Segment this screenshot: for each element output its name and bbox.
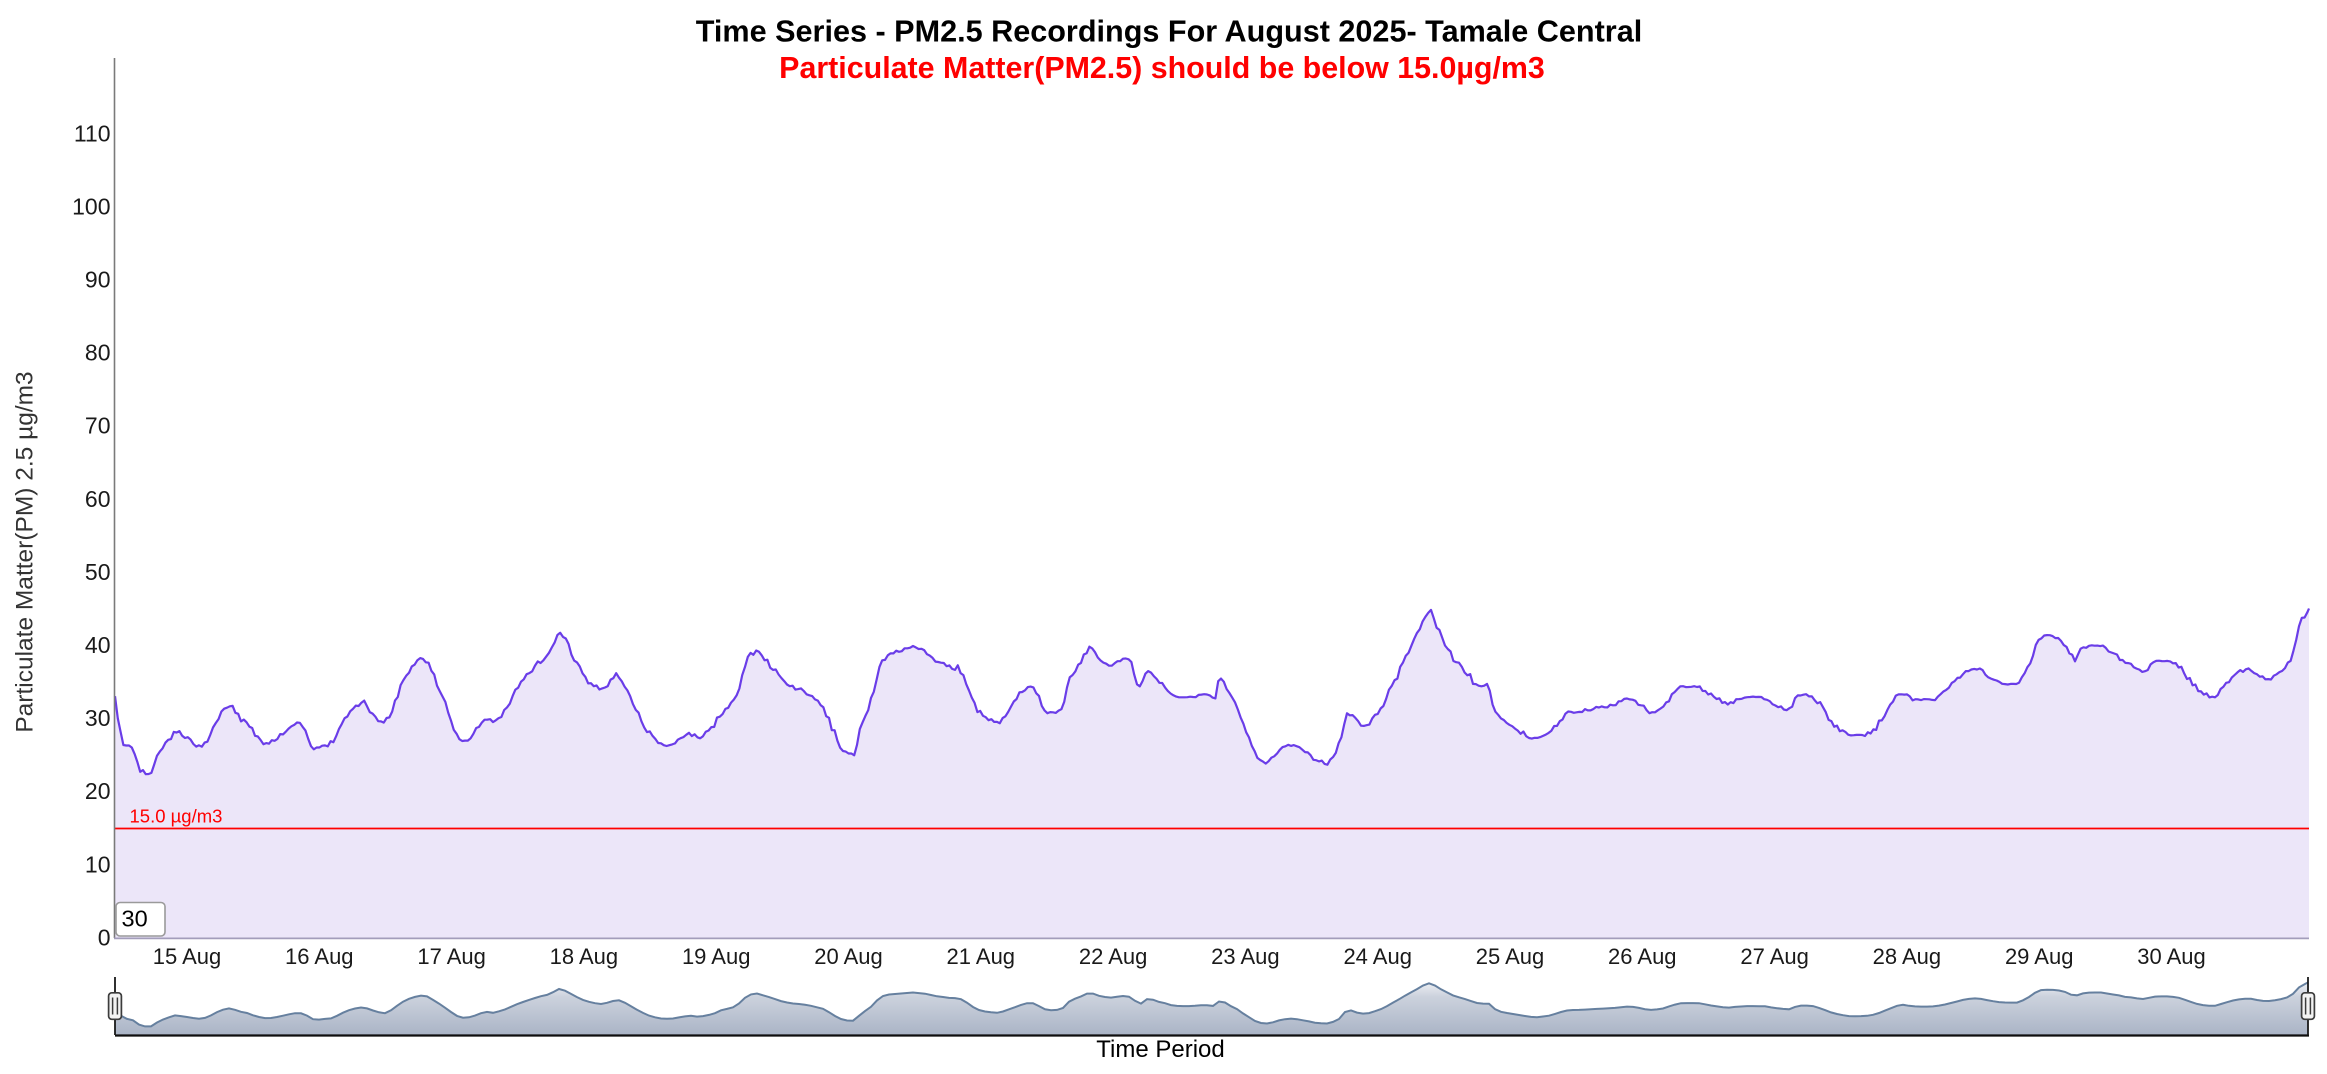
- svg-text:15 Aug: 15 Aug: [153, 944, 222, 969]
- svg-text:20: 20: [85, 778, 111, 804]
- svg-text:17 Aug: 17 Aug: [417, 944, 486, 969]
- svg-text:25 Aug: 25 Aug: [1476, 944, 1545, 969]
- svg-text:50: 50: [85, 559, 111, 585]
- svg-text:80: 80: [85, 340, 111, 366]
- svg-text:Time Period: Time Period: [1096, 1036, 1224, 1063]
- svg-text:27 Aug: 27 Aug: [1740, 944, 1809, 969]
- svg-text:90: 90: [85, 267, 111, 293]
- svg-text:15.0 µg/m3: 15.0 µg/m3: [130, 806, 223, 827]
- svg-text:70: 70: [85, 413, 111, 439]
- svg-text:60: 60: [85, 486, 111, 512]
- svg-text:21 Aug: 21 Aug: [947, 944, 1016, 969]
- svg-text:Time Series - PM2.5 Recordings: Time Series - PM2.5 Recordings For Augus…: [696, 15, 1642, 49]
- svg-text:30: 30: [85, 705, 111, 731]
- svg-text:Particulate Matter(PM2.5) shou: Particulate Matter(PM2.5) should be belo…: [779, 51, 1545, 85]
- svg-text:18 Aug: 18 Aug: [550, 944, 619, 969]
- svg-text:22 Aug: 22 Aug: [1079, 944, 1148, 969]
- svg-text:19 Aug: 19 Aug: [682, 944, 751, 969]
- svg-text:Particulate Matter(PM) 2.5 µg/: Particulate Matter(PM) 2.5 µg/m3: [11, 371, 38, 732]
- svg-text:24 Aug: 24 Aug: [1343, 944, 1412, 969]
- svg-text:29 Aug: 29 Aug: [2005, 944, 2074, 969]
- svg-text:110: 110: [74, 120, 111, 146]
- svg-text:10: 10: [85, 851, 111, 877]
- svg-text:28 Aug: 28 Aug: [1873, 944, 1942, 969]
- svg-text:30 Aug: 30 Aug: [2137, 944, 2206, 969]
- svg-text:100: 100: [72, 193, 110, 219]
- svg-text:20 Aug: 20 Aug: [814, 944, 883, 969]
- svg-text:16 Aug: 16 Aug: [285, 944, 354, 969]
- svg-text:23 Aug: 23 Aug: [1211, 944, 1280, 969]
- svg-text:40: 40: [85, 632, 111, 658]
- svg-text:26 Aug: 26 Aug: [1608, 944, 1677, 969]
- svg-text:0: 0: [98, 924, 111, 950]
- svg-text:30: 30: [122, 906, 148, 932]
